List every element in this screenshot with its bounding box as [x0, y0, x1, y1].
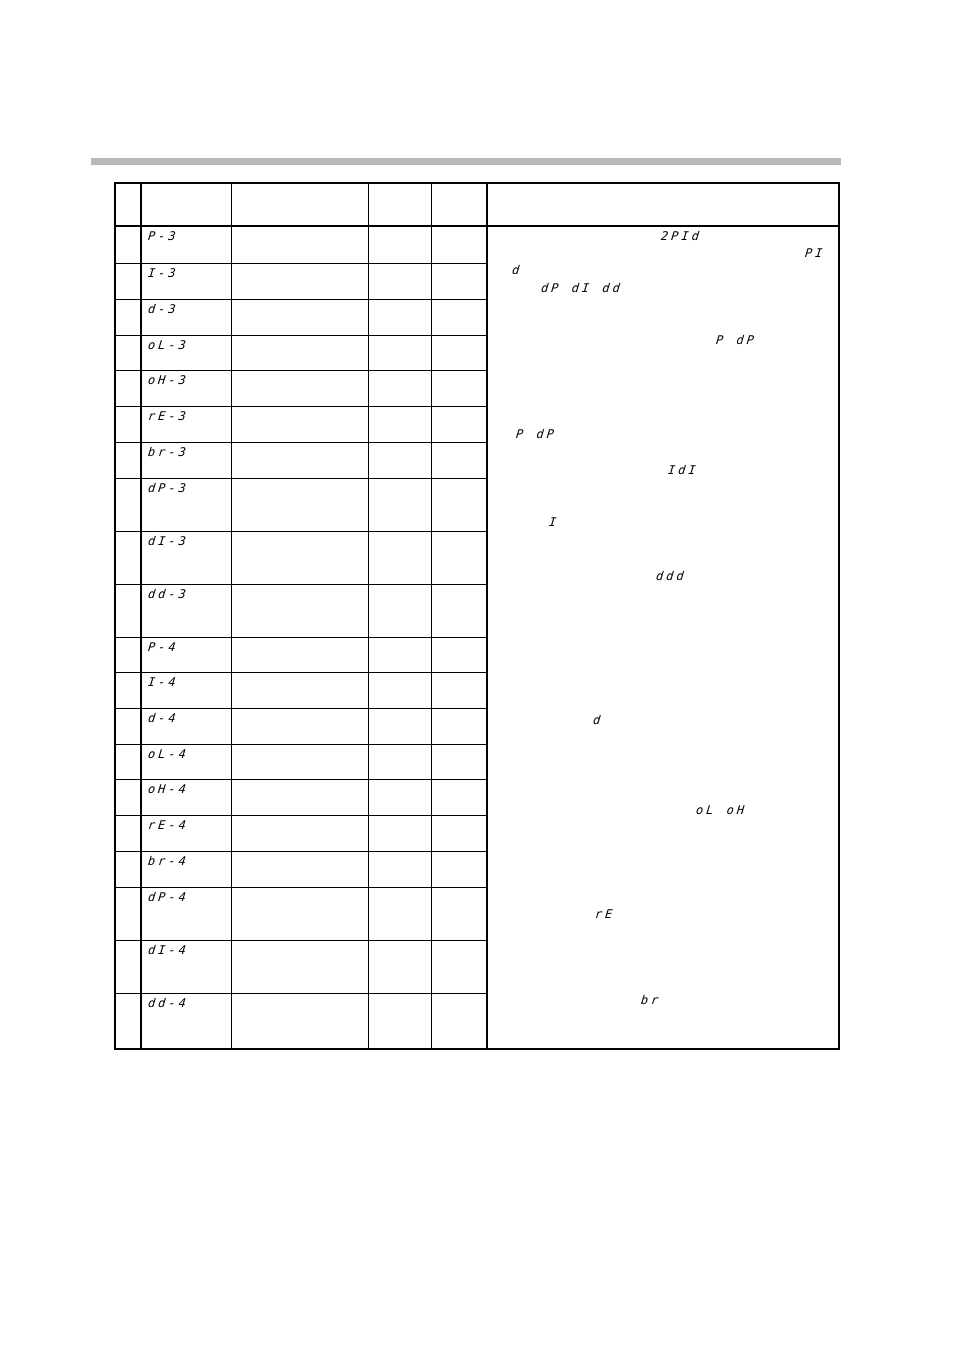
row-divider	[114, 478, 486, 479]
description-code: br	[640, 993, 663, 1007]
row-divider	[114, 887, 486, 888]
parameter-code: dP-3	[147, 481, 190, 495]
parameter-code: oL-4	[147, 747, 190, 761]
parameter-code: br-4	[147, 854, 190, 868]
row-divider	[114, 442, 486, 443]
header-divider	[114, 225, 840, 227]
row-divider	[114, 637, 486, 638]
column-divider	[431, 182, 432, 1050]
description-code: d	[511, 263, 523, 277]
row-divider	[114, 672, 486, 673]
row-divider	[114, 815, 486, 816]
row-divider	[114, 531, 486, 532]
parameter-code: I-4	[147, 675, 180, 689]
row-divider	[114, 299, 486, 300]
row-divider	[114, 406, 486, 407]
row-divider	[114, 993, 486, 994]
parameter-code: P-4	[147, 640, 180, 654]
parameter-code: dI-3	[147, 534, 190, 548]
description-code: I	[548, 515, 560, 529]
parameter-code: rE-3	[147, 409, 190, 423]
parameter-code: oH-4	[147, 782, 190, 796]
row-divider	[114, 744, 486, 745]
parameter-code: rE-4	[147, 818, 190, 832]
parameter-code: oL-3	[147, 338, 190, 352]
description-code: ddd	[655, 569, 688, 583]
description-code: PI	[804, 246, 827, 260]
parameter-code: dI-4	[147, 943, 190, 957]
parameter-code: I-3	[147, 266, 180, 280]
description-code: rE	[594, 907, 617, 921]
column-divider	[231, 182, 232, 1050]
description-code: 2PId	[660, 229, 703, 243]
row-divider	[114, 263, 486, 264]
description-code: oL oH	[695, 803, 748, 817]
description-code: d	[592, 713, 604, 727]
description-code: dP dI dd	[540, 281, 624, 295]
parameter-code: dd-4	[147, 996, 190, 1010]
column-divider	[140, 182, 142, 1050]
column-divider	[486, 182, 488, 1050]
row-divider	[114, 584, 486, 585]
parameter-table	[114, 182, 840, 1050]
parameter-code: dP-4	[147, 890, 190, 904]
row-divider	[114, 779, 486, 780]
row-divider	[114, 335, 486, 336]
parameter-code: d-4	[147, 711, 180, 725]
row-divider	[114, 708, 486, 709]
header-rule	[91, 158, 841, 165]
parameter-code: br-3	[147, 445, 190, 459]
parameter-code: P-3	[147, 229, 180, 243]
parameter-code: oH-3	[147, 373, 190, 387]
row-divider	[114, 940, 486, 941]
description-code: IdI	[667, 463, 700, 477]
parameter-code: d-3	[147, 302, 180, 316]
parameter-code: dd-3	[147, 587, 190, 601]
row-divider	[114, 370, 486, 371]
column-divider	[368, 182, 369, 1050]
description-code: P dP	[515, 427, 558, 441]
description-code: P dP	[715, 333, 758, 347]
row-divider	[114, 851, 486, 852]
